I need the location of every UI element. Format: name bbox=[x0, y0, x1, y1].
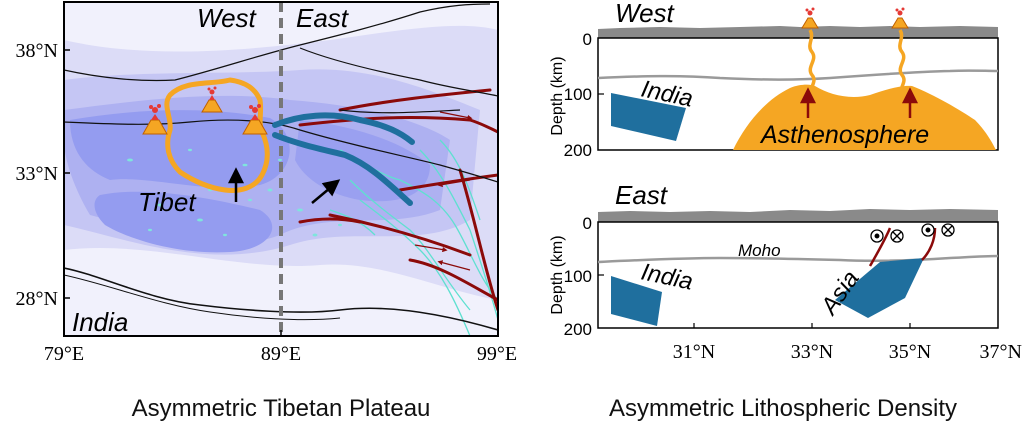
density-contour-core-south bbox=[94, 191, 273, 253]
west-section: West India As bbox=[549, 0, 999, 160]
east-asia-block bbox=[835, 258, 924, 318]
west-section-title: West bbox=[615, 0, 676, 28]
west-india-slab bbox=[611, 93, 686, 141]
volcano-icon bbox=[242, 104, 268, 135]
map-label-west: West bbox=[197, 3, 258, 33]
volcano-icon bbox=[801, 7, 819, 29]
east-depth-axis: 0 100 200 Depth (km) bbox=[549, 214, 604, 339]
map-label-east: East bbox=[296, 3, 350, 33]
depth-tick-label: 0 bbox=[583, 30, 592, 49]
west-depth-axis: 0 100 200 Depth (km) bbox=[549, 30, 604, 160]
east-section-frame bbox=[597, 221, 999, 329]
section-lat-tick-label: 35°N bbox=[889, 341, 931, 363]
depth-tick-label: 200 bbox=[564, 141, 592, 160]
map-label-india: India bbox=[72, 307, 128, 337]
map-caption: Asymmetric Tibetan Plateau bbox=[132, 395, 431, 422]
volcano-icon bbox=[891, 7, 909, 29]
east-motion-symbols bbox=[870, 223, 955, 243]
west-depth-axis-label: Depth (km) bbox=[549, 56, 566, 135]
west-upwelling-arrows bbox=[799, 87, 919, 118]
map-lon-axis: 79°E 89°E 99°E bbox=[44, 330, 517, 365]
west-asthenosphere-body bbox=[733, 84, 996, 150]
lat-tick-label: 28°N bbox=[16, 288, 58, 310]
depth-tick-label: 200 bbox=[564, 320, 592, 339]
east-india-slab bbox=[611, 276, 662, 326]
east-section-title: East bbox=[615, 180, 669, 210]
density-contour-core-west bbox=[70, 110, 290, 188]
lon-tick-label: 99°E bbox=[477, 343, 517, 365]
east-label-moho: Moho bbox=[738, 241, 781, 260]
lat-tick-label: 33°N bbox=[16, 163, 58, 185]
map-label-tibet: Tibet bbox=[138, 187, 197, 217]
slab-traces bbox=[272, 112, 415, 206]
map-lat-axis: 38°N 33°N 28°N bbox=[16, 40, 70, 310]
depth-tick-label: 0 bbox=[583, 214, 592, 233]
motion-arrows bbox=[227, 167, 341, 204]
west-moho-line bbox=[597, 69, 999, 81]
boundary-lines bbox=[64, 3, 498, 331]
lakes bbox=[127, 148, 342, 237]
west-label-asthenosphere: Asthenosphere bbox=[759, 121, 929, 149]
section-lat-tick-label: 33°N bbox=[791, 341, 833, 363]
west-plume-conduits bbox=[808, 29, 906, 96]
lat-tick-label: 38°N bbox=[16, 40, 58, 62]
lon-tick-label: 79°E bbox=[44, 343, 84, 365]
east-depth-axis-label: Depth (km) bbox=[549, 235, 566, 314]
volcano-icon bbox=[142, 104, 168, 135]
section-lat-tick-label: 31°N bbox=[673, 341, 715, 363]
east-section: East Moho India Asia 0 100 bbox=[549, 180, 1022, 363]
depth-tick-label: 100 bbox=[564, 85, 592, 104]
east-moho-line bbox=[597, 254, 999, 264]
map-content: West East Tibet India bbox=[64, 2, 498, 337]
volcano-icon bbox=[201, 86, 223, 113]
east-lat-axis: 31°N 33°N 35°N 37°N bbox=[673, 323, 1022, 363]
volcanic-region-outline bbox=[164, 77, 270, 193]
section-caption: Asymmetric Lithospheric Density bbox=[609, 395, 957, 422]
east-topography bbox=[598, 209, 998, 222]
west-topography bbox=[598, 26, 998, 38]
east-faults bbox=[868, 227, 937, 267]
map-panel: West East Tibet India 38°N 33°N 28°N 79°… bbox=[16, 1, 517, 422]
rivers bbox=[329, 139, 498, 336]
section-lat-tick-label: 37°N bbox=[980, 341, 1022, 363]
lon-tick-label: 89°E bbox=[261, 343, 301, 365]
depth-tick-label: 100 bbox=[564, 267, 592, 286]
fault-arrows bbox=[414, 111, 473, 271]
